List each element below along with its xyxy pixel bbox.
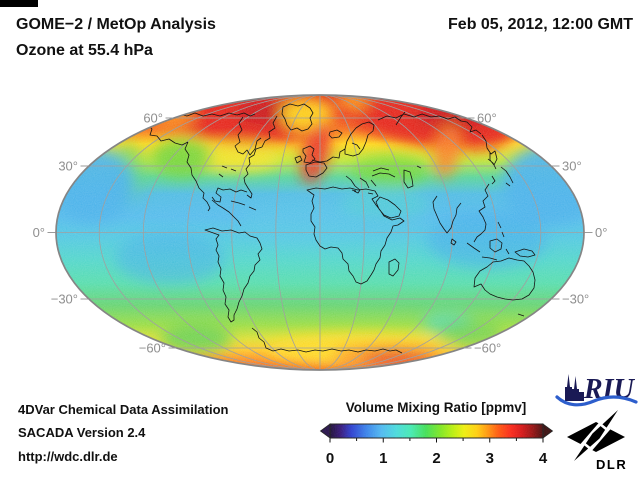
colorbar-tick-0: 0 [326,450,334,467]
riu-wave-icon [555,395,638,407]
map-rim [55,94,585,371]
dlr-arrow-cut-2 [583,442,593,452]
lat-label-left-60: 60° [143,111,163,126]
lat-label-right--30: −30° [562,292,589,307]
colorbar-left-arrow [319,423,331,439]
colorbar-tick-2: 2 [432,450,440,467]
timestamp-label: Feb 05, 2012, 12:00 GMT [448,16,633,33]
lat-label-right-0: 0° [595,225,607,240]
lat-label-right-60: 60° [477,111,497,126]
coast-asia [377,111,536,261]
colorbar-tick-3: 3 [486,450,494,467]
coastlines [146,103,548,354]
footer-line-assimilation: 4DVar Chemical Data Assimilation [18,402,229,417]
coast-north-america [146,112,278,227]
latitude-ticks [47,117,593,349]
colorbar-gradient [329,423,544,439]
footer-line-url: http://wdc.dlr.de [18,449,118,464]
lat-label-left--30: −30° [51,292,78,307]
colorbar: Volume Mixing Ratio [ppmv] 0 1 2 3 [319,400,554,467]
colorbar-title: Volume Mixing Ratio [ppmv] [346,400,527,415]
dlr-arrow-icon [574,410,618,461]
cathedral-icon [565,374,572,401]
coast-south-america [204,227,263,323]
dlr-logo-text: DLR [596,457,627,472]
lat-label-left--60: −60° [139,341,166,356]
colorbar-tick-labels: 0 1 2 3 4 [326,450,548,467]
dlr-arrow-cut-1 [599,422,609,432]
latitude-labels: 60° 30° 0° −30° −60° 60° 30° 0° −30° −60… [33,111,608,356]
coast-greenland [281,103,343,139]
footer-line-version: SACADA Version 2.4 [18,425,146,440]
dlr-logo: DLR [567,409,627,472]
coast-antarctica [251,327,403,354]
colorbar-tick-4: 4 [539,450,548,467]
colorbar-tick-marks [329,438,544,443]
lat-label-left-0: 0° [33,225,45,240]
lat-label-right--60: −60° [474,341,501,356]
coast-australia [473,257,548,333]
cathedral-icon-nave [579,392,584,401]
page-title: GOME−2 / MetOp Analysis [16,16,216,33]
lat-label-left-30: 30° [58,159,78,174]
riu-logo: RIU [555,374,638,407]
graticule [56,95,584,370]
corner-mark [0,0,38,7]
coast-africa [306,186,405,285]
cathedral-icon-spire2 [572,376,579,401]
world-map: 60° 30° 0° −30° −60° 60° 30° 0° −30° −60… [33,94,608,371]
lat-label-right-30: 30° [562,159,582,174]
colorbar-right-arrow [542,423,554,439]
colorbar-tick-1: 1 [379,450,387,467]
page-subtitle: Ozone at 55.4 hPa [16,42,153,59]
coast-europe [294,121,422,195]
